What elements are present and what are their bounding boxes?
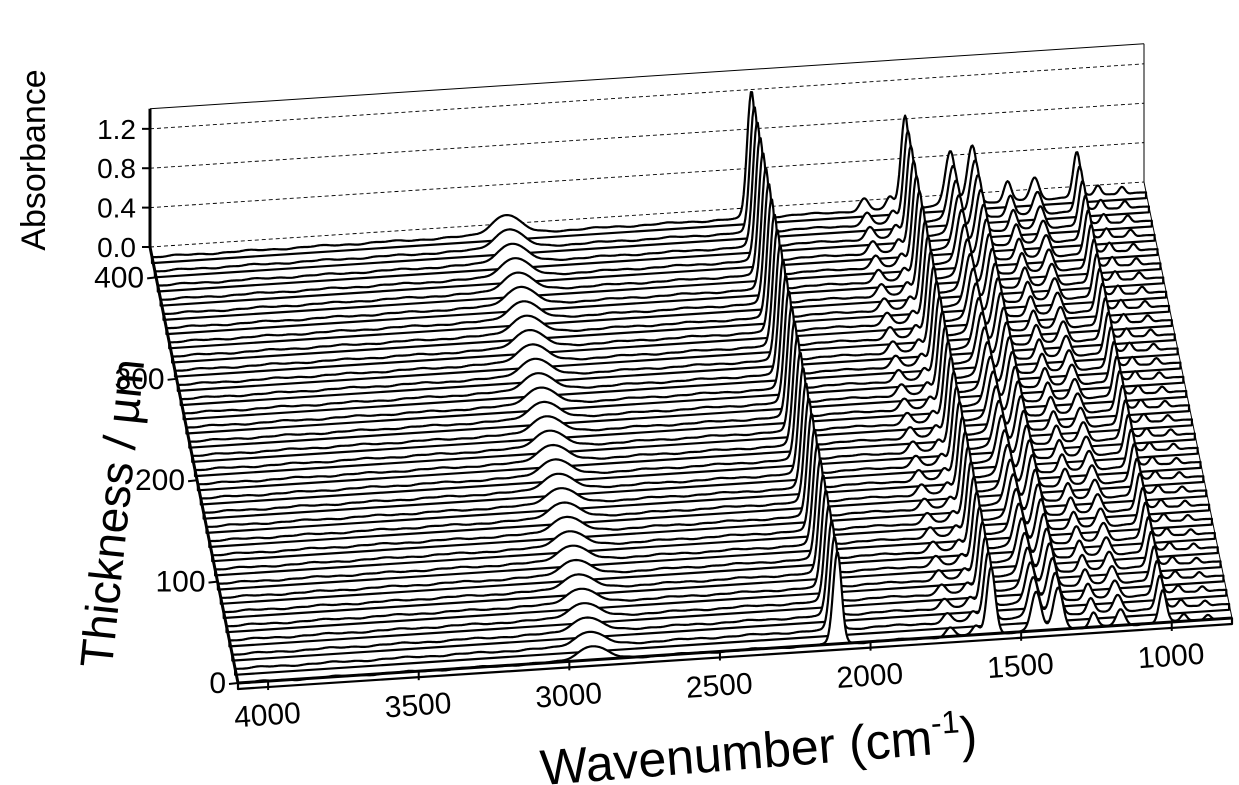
x-tick-label: 2500	[685, 667, 754, 705]
absorbance-gridlines	[149, 63, 1145, 248]
x-tick-label: 3000	[534, 677, 603, 715]
spectrum-line	[211, 413, 1208, 563]
spectrum-line	[231, 520, 1228, 662]
x-axis-title-sup: -1	[929, 703, 960, 741]
spectrum-line	[199, 352, 1196, 506]
x-tick-label: 4000	[233, 697, 302, 735]
z-axis-title: Absorbance	[15, 69, 53, 250]
z-gridline	[149, 181, 1145, 248]
y-axis-title: Thickness / µm	[70, 356, 154, 670]
y-tick-mark	[208, 580, 218, 584]
y-tick-mark	[187, 479, 198, 483]
x-tick-label: 1000	[1137, 638, 1206, 676]
z-tick-label: 1.2	[97, 114, 136, 145]
axes	[148, 108, 1233, 685]
spectrum-line	[205, 382, 1202, 534]
x-tick-label: 2000	[835, 657, 904, 695]
spectrum-line	[222, 474, 1219, 620]
y-tick-label: 300	[115, 363, 165, 396]
spectrum-line	[234, 536, 1231, 676]
y-tick-mark	[147, 276, 157, 280]
spectrum-line	[225, 490, 1222, 634]
back-frame	[149, 43, 1233, 619]
y-axis-line	[148, 246, 240, 684]
spectrum-line	[219, 459, 1216, 605]
spectrum-line	[208, 398, 1205, 549]
frame-top-edge	[149, 43, 1145, 110]
z-gridline	[149, 102, 1145, 169]
x-axis-title-main: Wavenumber (cm	[538, 710, 934, 785]
z-gridline	[149, 63, 1145, 130]
x-axis-title-close: )	[958, 706, 979, 763]
x-axis-title: Wavenumber (cm-1)	[538, 702, 979, 785]
x-tick-label: 3500	[384, 687, 453, 725]
y-tick-label: 0	[209, 667, 226, 700]
y-tick-mark	[167, 377, 177, 381]
spectrum-line	[214, 428, 1211, 577]
spectra-series	[150, 91, 1234, 691]
spectrum-line	[216, 444, 1213, 591]
y-tick-label: 100	[155, 566, 205, 599]
y-tick-mark	[228, 682, 239, 685]
y-tick-label: 200	[135, 464, 185, 497]
spectrum-line	[228, 505, 1225, 648]
z-gridline	[149, 142, 1145, 209]
z-tick-label: 0.0	[97, 232, 136, 263]
frame-right-floor-edge	[1143, 181, 1233, 619]
z-tick-label: 0.8	[97, 153, 136, 184]
y-tick-label: 400	[94, 261, 144, 294]
x-axis-line	[237, 616, 1233, 685]
tick-labels: 4000 3500 3000 2500 2000 1500 1000 0 100 200 300 40…	[94, 114, 1205, 734]
spectrum-line	[202, 367, 1199, 520]
z-tick-label: 0.4	[97, 193, 136, 224]
x-tick-label: 1500	[986, 648, 1055, 686]
